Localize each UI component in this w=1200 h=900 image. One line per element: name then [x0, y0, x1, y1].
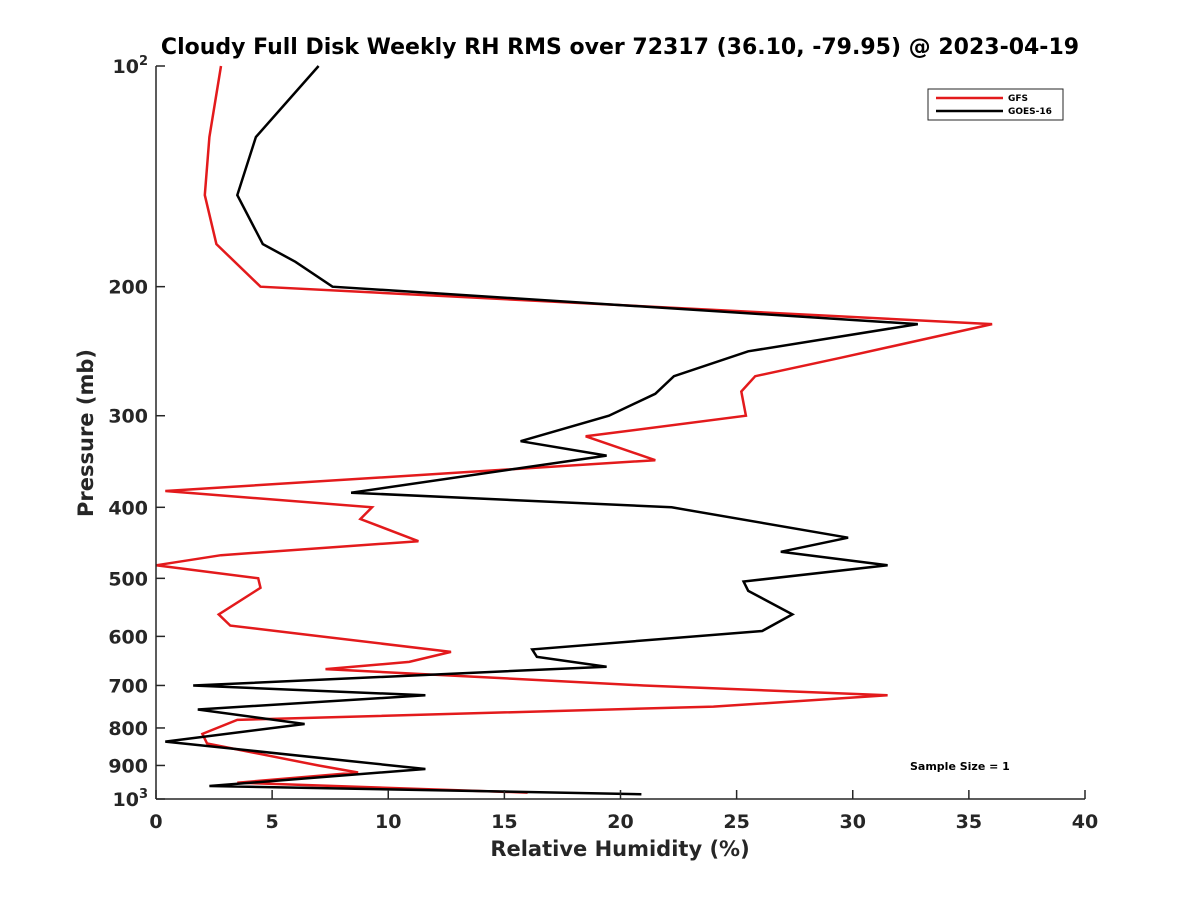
y-axis-label: Pressure (mb) [74, 349, 98, 517]
y-tick-label: 200 [108, 277, 148, 299]
x-axis-label: Relative Humidity (%) [490, 837, 749, 861]
y-tick-label: 102 [113, 54, 149, 78]
y-tick-label: 300 [108, 406, 148, 428]
legend-label-gfs: GFS [1008, 94, 1028, 104]
y-tick-label: 103 [113, 787, 149, 811]
x-tick-label: 40 [1072, 811, 1098, 833]
series-line-gfs [155, 65, 993, 794]
x-tick-label: 35 [956, 811, 982, 833]
series-line-goes16 [165, 65, 918, 796]
legend-label-goes16: GOES-16 [1008, 107, 1052, 117]
y-tick-label: 700 [108, 675, 148, 697]
x-tick-label: 30 [840, 811, 866, 833]
y-tick-label: 800 [108, 718, 148, 740]
x-tick-group: 0 5 10 15 20 25 30 35 40 [149, 790, 1098, 833]
y-tick-label: 500 [108, 568, 148, 590]
x-tick-label: 20 [607, 811, 633, 833]
plot-area [155, 65, 993, 796]
x-tick-label: 25 [723, 811, 749, 833]
y-tick-label: 400 [108, 497, 148, 519]
y-tick-group: 102 200 300 400 500 600 700 800 900 103 [108, 54, 165, 811]
y-tick-label: 600 [108, 626, 148, 648]
y-tick-label: 900 [108, 755, 148, 777]
x-tick-label: 10 [375, 811, 401, 833]
sample-size-annotation: Sample Size = 1 [910, 760, 1010, 773]
legend: GFS GOES-16 [927, 88, 1064, 121]
chart-title: Cloudy Full Disk Weekly RH RMS over 7231… [161, 35, 1079, 60]
x-tick-label: 5 [266, 811, 279, 833]
legend-box [927, 88, 1064, 121]
x-tick-label: 15 [491, 811, 517, 833]
x-tick-label: 0 [149, 811, 162, 833]
